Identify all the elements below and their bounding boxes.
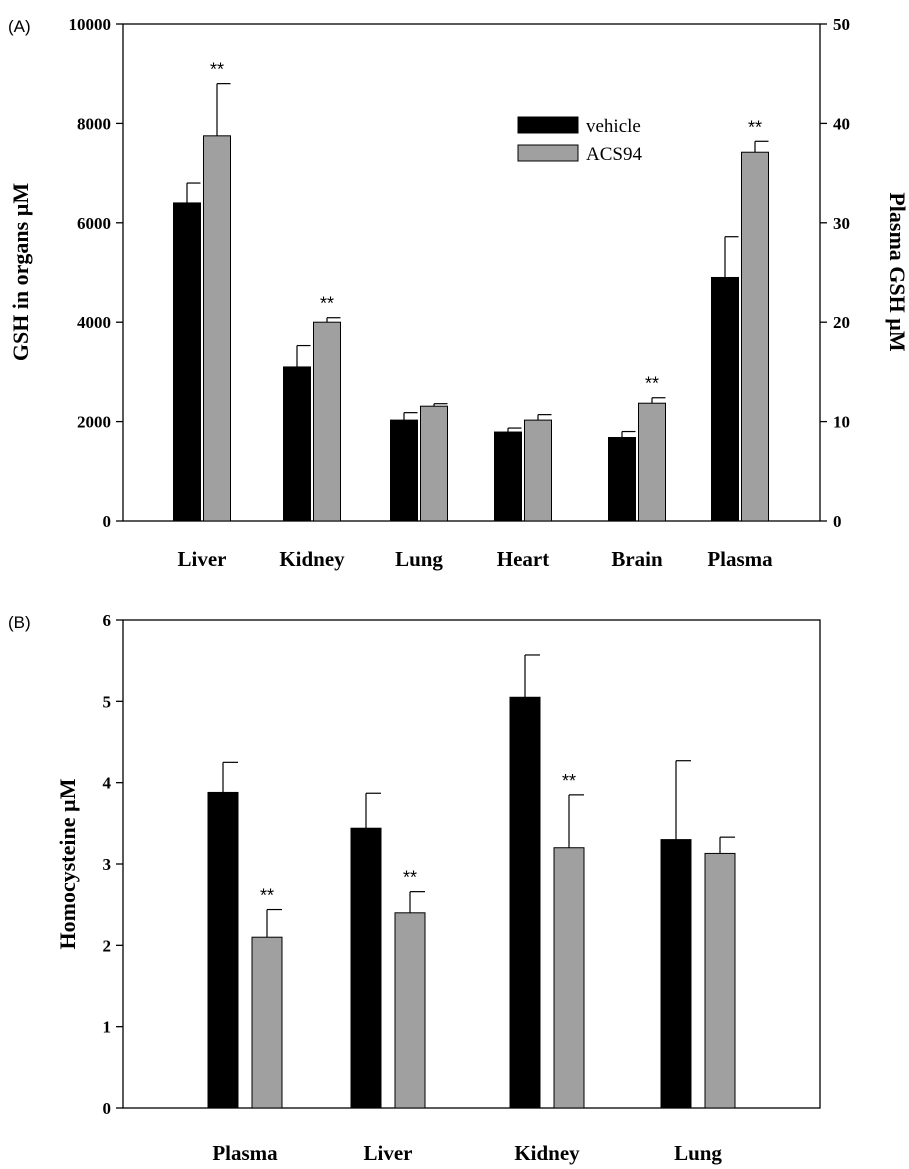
panel-a-bars: ** ** ** **	[173, 60, 769, 522]
significance-mark: **	[562, 771, 576, 791]
category-label: Plasma	[212, 1141, 278, 1165]
y-tick-label: 6	[103, 611, 112, 630]
panel-b-left-ticks: 0 1 2 3 4 5 6	[103, 611, 123, 1118]
panel-a-category-labels: Liver Kidney Lung Heart Brain Plasma	[178, 547, 774, 571]
significance-mark: **	[210, 60, 224, 80]
y-tick-label: 3	[103, 855, 112, 874]
y-tick-label: 0	[103, 1099, 112, 1118]
panel-a-right-y-axis-title: Plasma GSH µM	[885, 192, 909, 352]
y-tick-label: 0	[103, 512, 112, 531]
panel-a-left-ticks: 0 2000 4000 6000 8000 10000	[69, 15, 123, 531]
bar	[638, 402, 666, 522]
bar	[660, 839, 692, 1109]
significance-mark: **	[748, 117, 762, 137]
right-y-tick-label: 40	[833, 114, 850, 133]
y-tick-label: 2000	[77, 413, 111, 432]
bar	[350, 827, 382, 1109]
bar	[494, 431, 522, 522]
bar	[390, 419, 418, 522]
bar	[608, 437, 636, 522]
panel-b-category-labels: Plasma Liver Kidney Lung	[212, 1141, 722, 1165]
panel-a-legend: vehicle ACS94	[517, 116, 642, 165]
y-tick-label: 4000	[77, 313, 111, 332]
category-label: Brain	[611, 547, 663, 571]
right-y-tick-label: 20	[833, 313, 850, 332]
bar	[207, 791, 239, 1109]
y-tick-label: 4	[103, 774, 112, 793]
bar	[283, 366, 311, 522]
category-label: Lung	[674, 1141, 722, 1165]
significance-mark: **	[320, 294, 334, 314]
bar	[509, 696, 541, 1109]
legend-label-vehicle: vehicle	[586, 116, 641, 137]
legend-swatch-acs94	[517, 144, 579, 162]
bar	[553, 847, 585, 1109]
right-y-tick-label: 10	[833, 413, 850, 432]
category-label: Plasma	[707, 547, 773, 571]
category-label: Liver	[364, 1141, 413, 1165]
significance-mark: **	[403, 868, 417, 888]
legend-label-acs94: ACS94	[586, 144, 642, 165]
panel-a-y-axis-title: GSH in organs µM	[8, 183, 33, 362]
category-label: Kidney	[279, 547, 345, 571]
y-tick-label: 6000	[77, 214, 111, 233]
panel-a-plot-frame	[122, 23, 821, 522]
panel-b-y-axis-title: Homocysteine µM	[55, 778, 80, 949]
right-y-tick-label: 50	[833, 15, 850, 34]
right-y-tick-label: 0	[833, 512, 842, 531]
bar	[251, 936, 283, 1109]
bar	[420, 405, 448, 522]
bar	[524, 419, 552, 522]
bar	[203, 135, 231, 522]
y-tick-label: 5	[103, 692, 112, 711]
panel-b-label: (B)	[8, 613, 31, 632]
category-label: Liver	[178, 547, 227, 571]
panel-a-label: (A)	[8, 17, 31, 36]
bar	[704, 852, 736, 1109]
y-tick-label: 2	[103, 936, 112, 955]
category-label: Lung	[395, 547, 443, 571]
category-label: Kidney	[514, 1141, 580, 1165]
bar	[741, 151, 769, 522]
panel-a-right-ticks: 0 10 20 30 40 50	[820, 15, 850, 531]
right-y-tick-label: 30	[833, 214, 850, 233]
panel-a: (A) GSH in organs µM Plasma GSH µM 02000…	[8, 15, 909, 571]
bar	[394, 912, 426, 1109]
bar	[173, 202, 201, 522]
significance-mark: **	[260, 886, 274, 906]
panel-b-bars: ** ** **	[207, 654, 736, 1109]
bar	[313, 321, 341, 522]
y-tick-label: 10000	[69, 15, 112, 34]
bar	[711, 276, 739, 522]
y-tick-label: 1	[103, 1018, 112, 1037]
category-label: Heart	[497, 547, 549, 571]
y-tick-label: 8000	[77, 114, 111, 133]
panel-b: (B) Homocysteine µM 0 1 2 3 4 5 6 ** ** ** Plasm…	[8, 611, 821, 1165]
legend-swatch-vehicle	[517, 116, 579, 134]
significance-mark: **	[645, 374, 659, 394]
